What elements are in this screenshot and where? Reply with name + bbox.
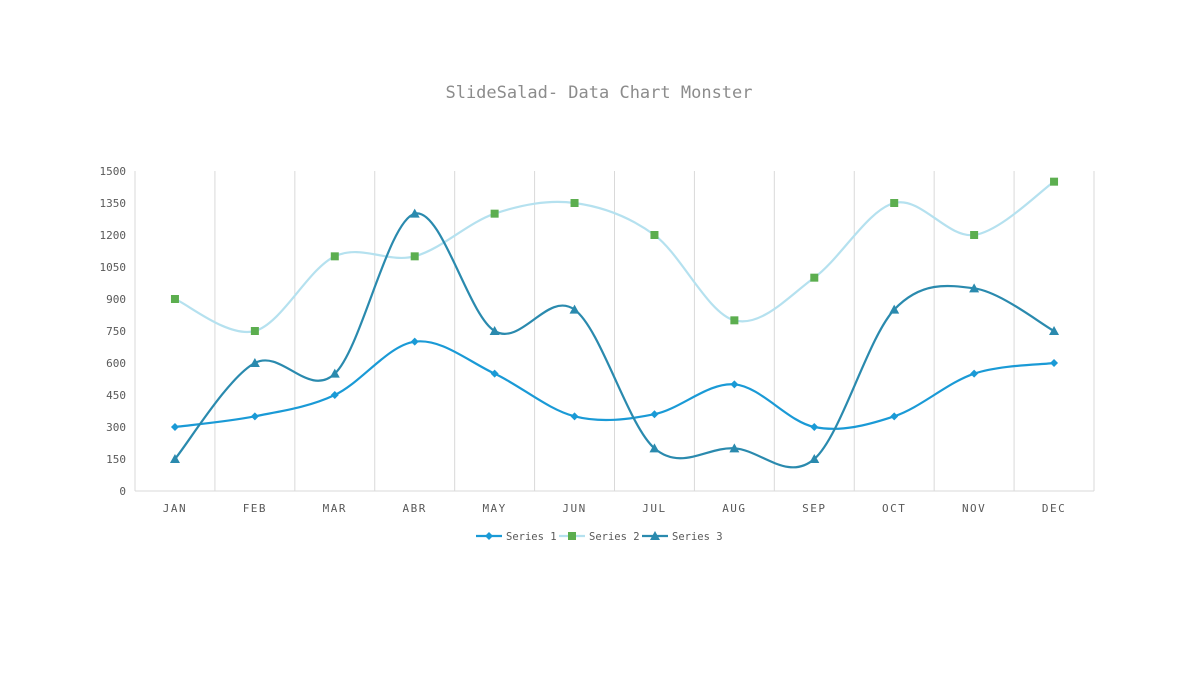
x-tick-label: DEC: [1042, 502, 1066, 515]
series-2-point: [810, 273, 819, 282]
y-tick-label: 1350: [100, 197, 127, 210]
x-tick-label: MAR: [323, 502, 347, 515]
series-3-point: [249, 358, 260, 367]
series-2-point: [730, 316, 739, 325]
y-tick-label: 150: [106, 453, 126, 466]
y-tick-label: 1050: [100, 261, 127, 274]
series-1-point: [650, 410, 659, 419]
x-tick-label: FEB: [243, 502, 267, 515]
series-1-point: [490, 369, 499, 378]
series-2-point: [970, 231, 979, 239]
series-2-point: [1050, 177, 1059, 186]
x-tick-label: MAY: [482, 502, 506, 515]
series-2-point: [490, 209, 499, 218]
series-3-point: [649, 443, 660, 453]
y-tick-label: 450: [106, 389, 126, 402]
chart-title: SlideSalad- Data Chart Monster: [445, 83, 752, 103]
y-tick-label: 1200: [100, 229, 127, 242]
series-1-point: [570, 412, 579, 421]
legend-marker-series-1: [485, 532, 493, 540]
legend-label-series-2: Series 2: [589, 531, 640, 543]
series-1-point: [250, 412, 259, 421]
series-3-point: [729, 443, 740, 453]
series-3-point: [969, 283, 980, 293]
series-1-point: [730, 380, 739, 389]
series-3-point: [1049, 326, 1060, 335]
legend-label-series-1: Series 1: [506, 531, 557, 543]
x-tick-label: OCT: [882, 502, 906, 515]
x-tick-label: JUL: [642, 502, 666, 515]
series-2-point: [410, 252, 419, 261]
legend-label-series-3: Series 3: [672, 531, 723, 543]
legend-marker-series-3: [650, 531, 660, 540]
y-tick-label: 600: [106, 357, 126, 370]
series-2-point: [650, 231, 659, 239]
series-3-line: [174, 212, 1055, 469]
series-3-point: [809, 454, 820, 463]
y-tick-label: 300: [106, 421, 126, 434]
series-2-line: [174, 180, 1055, 334]
series-1-point: [170, 423, 179, 431]
y-tick-label: 750: [106, 325, 126, 338]
series-2-point: [170, 295, 179, 303]
x-tick-label: JUN: [562, 502, 586, 515]
series-2-point: [250, 327, 259, 335]
x-tick-label: NOV: [962, 502, 986, 515]
series-1-point: [410, 337, 419, 346]
series-1-point: [1050, 359, 1059, 367]
legend-marker-series-2: [568, 532, 576, 540]
series-1-point: [970, 369, 979, 378]
series-3-point: [569, 304, 580, 314]
series-3-point: [329, 368, 340, 378]
series-1-point: [810, 423, 819, 431]
x-tick-label: AUG: [722, 502, 746, 515]
y-tick-label: 0: [119, 485, 126, 498]
series-2-point: [890, 199, 899, 207]
series-3-point: [889, 304, 900, 314]
y-tick-label: 1500: [100, 165, 127, 178]
series-2-point: [330, 252, 339, 261]
series-1-point: [890, 412, 899, 421]
x-tick-label: SEP: [802, 502, 826, 515]
series-3-point: [489, 326, 500, 335]
series-2-point: [570, 199, 579, 207]
x-tick-label: JAN: [163, 502, 187, 515]
series-1-point: [330, 391, 339, 399]
series-3-point: [409, 208, 420, 218]
y-tick-label: 900: [106, 293, 126, 306]
x-tick-label: ABR: [403, 502, 427, 515]
series-3-point: [169, 454, 180, 463]
